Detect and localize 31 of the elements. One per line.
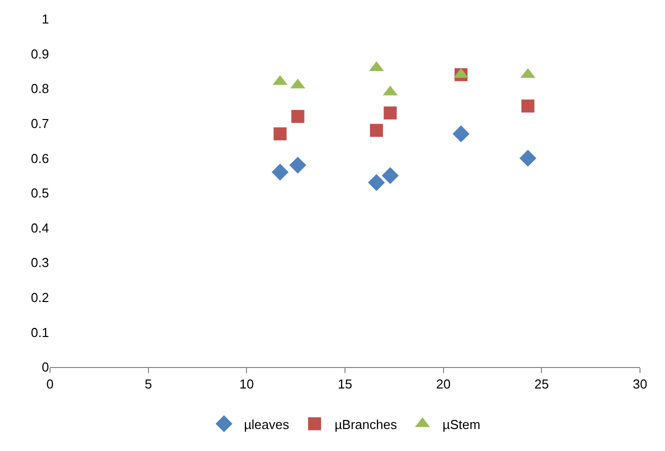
point <box>291 110 304 123</box>
y-tick-label: 0.5 <box>30 186 49 201</box>
y-tick-label: 0.2 <box>30 290 49 305</box>
x-tick-label: 25 <box>534 376 549 392</box>
point <box>384 106 397 120</box>
point <box>519 150 536 167</box>
y-tick-label: 0.4 <box>30 220 49 236</box>
y-tick-label: 0.1 <box>30 324 49 340</box>
y-tick-label: 0.6 <box>30 150 49 166</box>
x-tick-label: 30 <box>632 376 648 392</box>
point <box>274 127 287 140</box>
y-tick-label: 0.8 <box>30 81 49 96</box>
point <box>452 125 470 142</box>
point <box>521 100 534 112</box>
y-tick-label: 0 <box>42 360 49 375</box>
x-tick-label: 10 <box>239 376 254 392</box>
point <box>370 124 383 137</box>
point <box>382 167 399 184</box>
x-tick-label: 5 <box>144 376 152 392</box>
y-tick-label: 0.9 <box>30 46 49 62</box>
x-tick-label: 20 <box>436 376 451 392</box>
legend-label: µStem <box>442 416 480 432</box>
legend-label: µleaves <box>244 416 290 432</box>
y-tick-label: 1 <box>42 12 49 27</box>
legend-label: µBranches <box>334 416 398 432</box>
y-tick-label: 0.3 <box>30 255 49 270</box>
point <box>289 156 306 174</box>
point <box>368 174 385 192</box>
x-tick-label: 15 <box>338 376 352 392</box>
point <box>272 164 289 181</box>
y-tick-label: 0.7 <box>30 116 49 131</box>
